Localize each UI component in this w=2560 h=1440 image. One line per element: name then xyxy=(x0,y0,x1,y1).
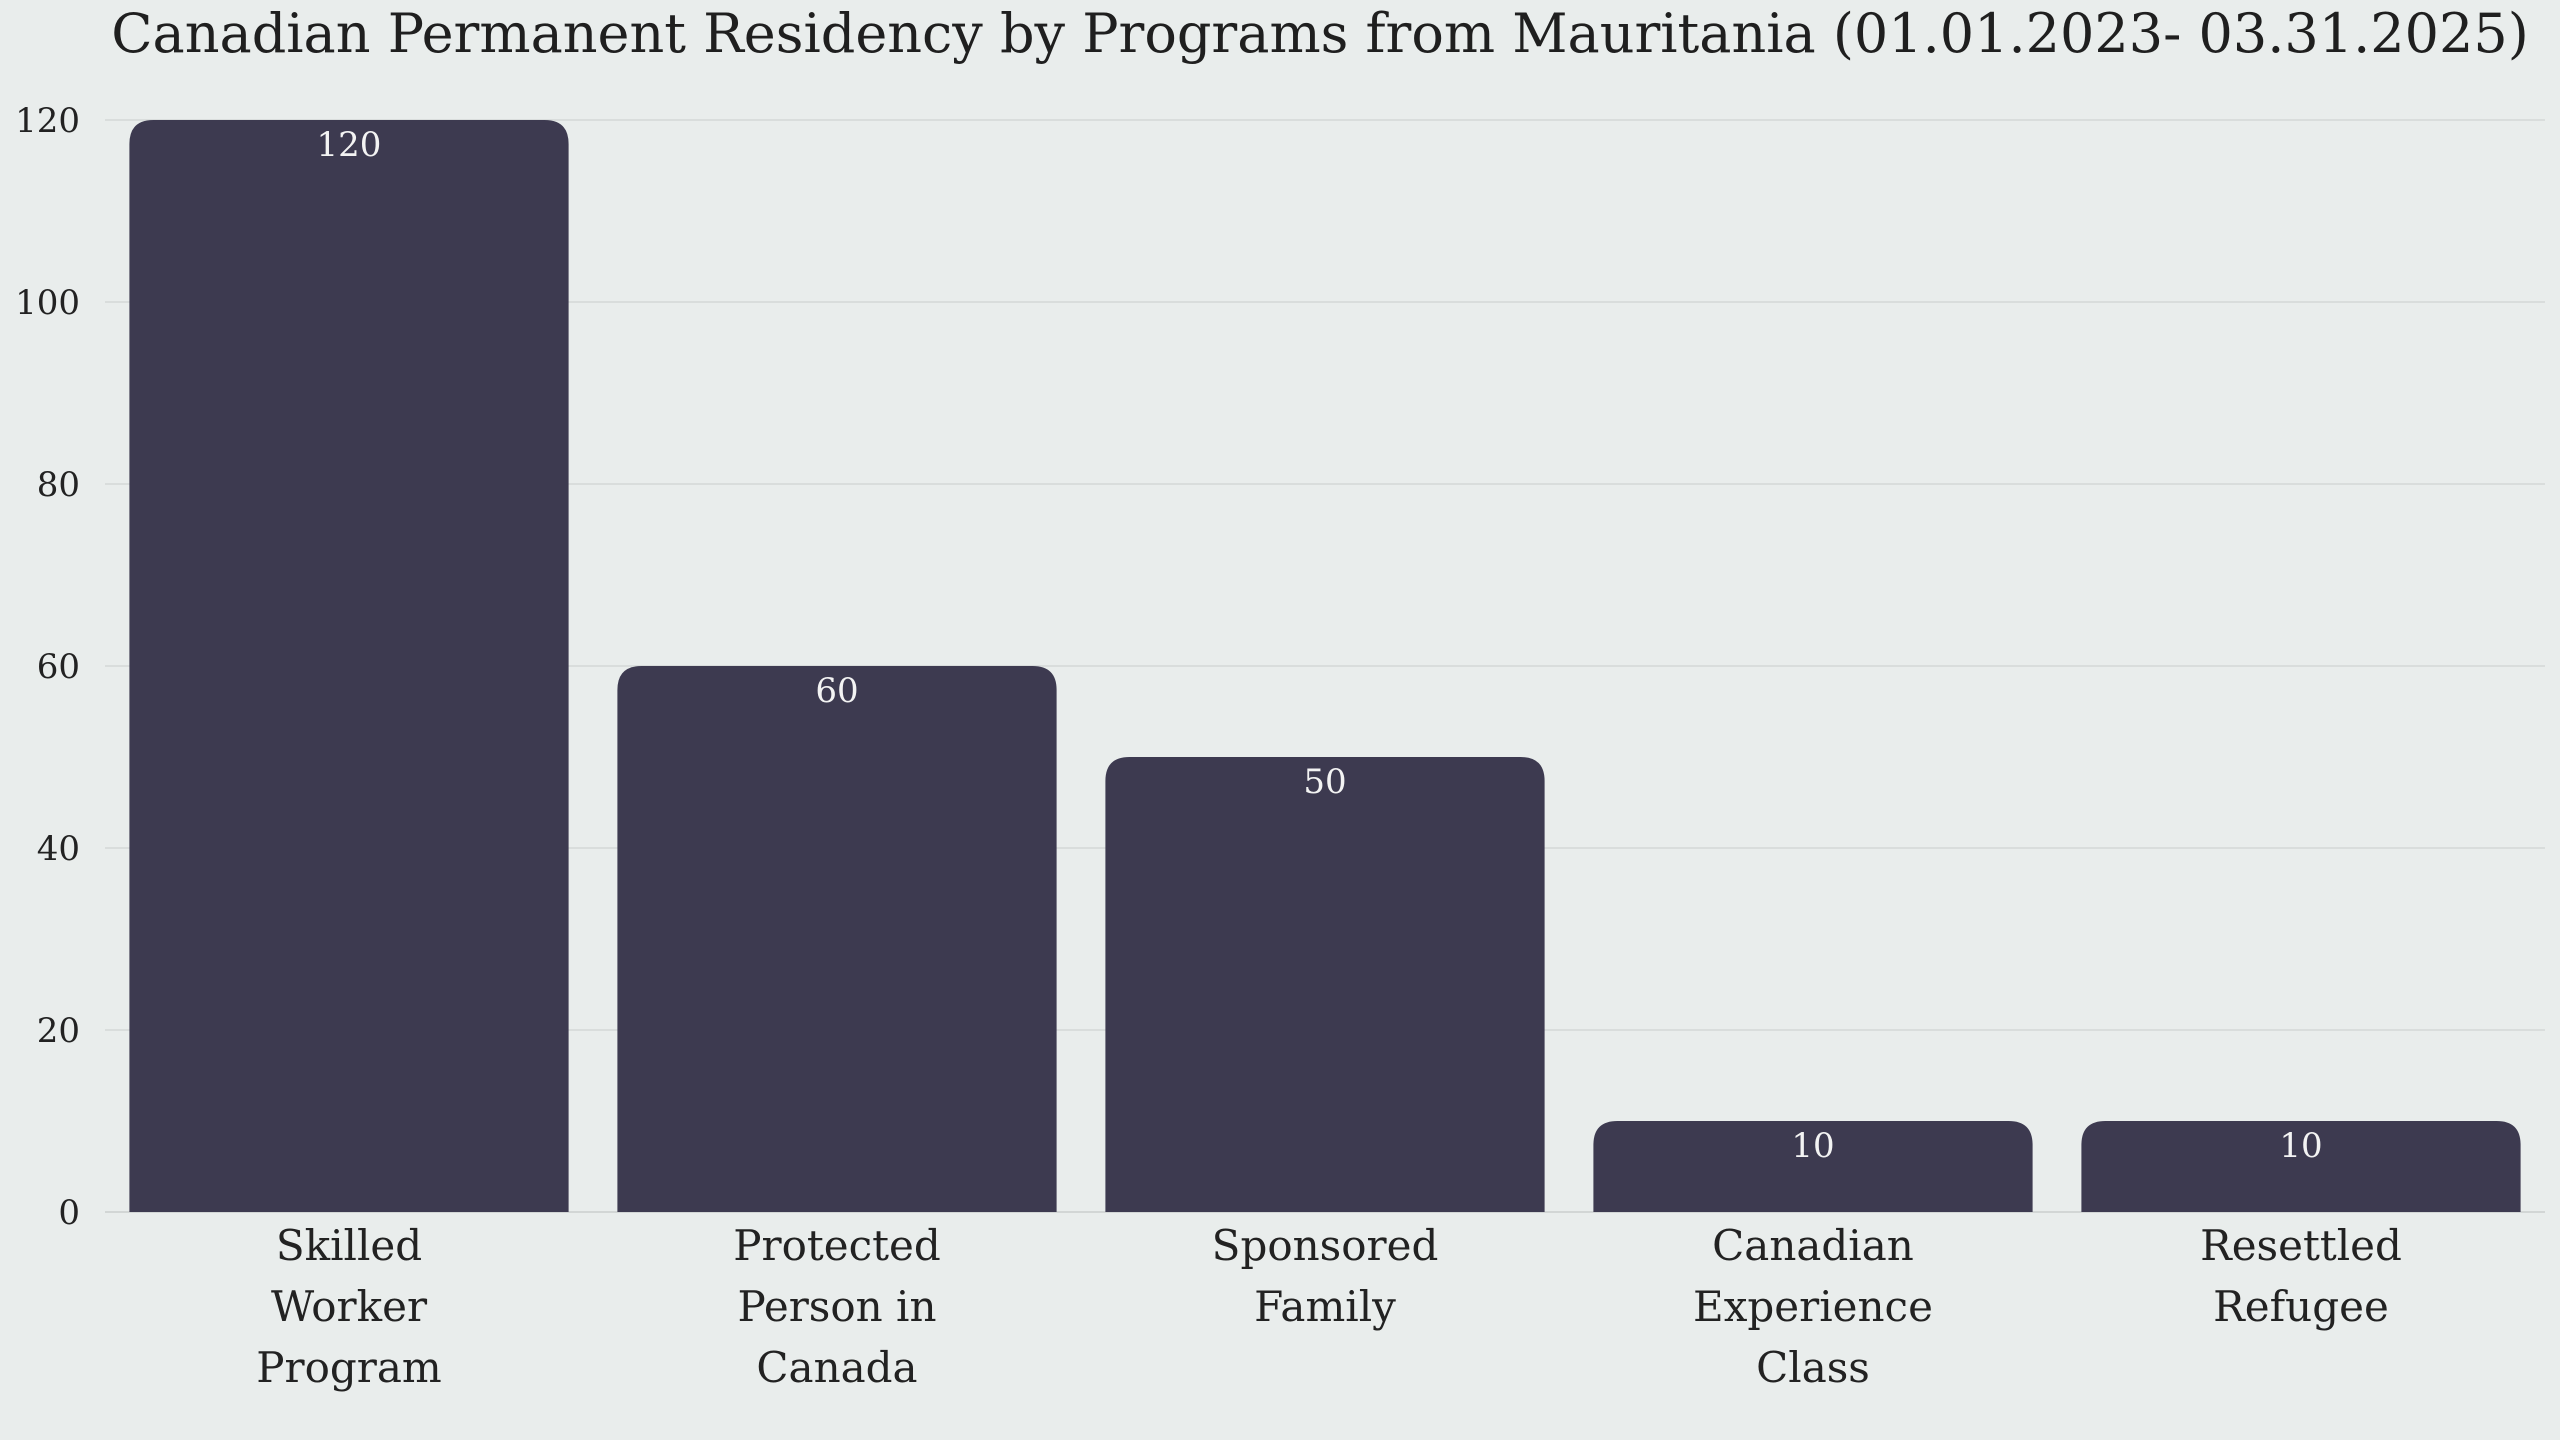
x-tick-label-line: Worker xyxy=(271,1282,428,1331)
x-tick-label: Canadian Experience Class xyxy=(1693,1221,1933,1392)
x-tick-label-line: Experience xyxy=(1693,1282,1933,1331)
y-tick-label: 20 xyxy=(37,1011,80,1051)
x-tick-label-line: Family xyxy=(1254,1282,1396,1331)
bar xyxy=(617,666,1057,1212)
x-tick-label: Protected Person in Canada xyxy=(733,1221,941,1392)
bar xyxy=(1593,1121,2033,1212)
data-label: 60 xyxy=(815,671,858,711)
x-tick-label: Resettled Refugee xyxy=(2200,1221,2402,1331)
data-labels: 120 60 50 10 10 xyxy=(317,125,2323,1166)
data-label: 10 xyxy=(1791,1126,1834,1166)
y-tick-label: 100 xyxy=(15,283,80,323)
chart-title: Canadian Permanent Residency by Programs… xyxy=(111,2,2529,65)
x-tick-label-line: Program xyxy=(256,1343,441,1392)
data-label: 50 xyxy=(1303,762,1346,802)
bar xyxy=(129,120,569,1212)
y-tick-label: 80 xyxy=(37,465,80,505)
y-tick-label: 0 xyxy=(58,1193,80,1233)
x-tick-label-line: Canadian xyxy=(1712,1221,1914,1270)
bar xyxy=(2081,1121,2521,1212)
y-tick-label: 40 xyxy=(37,829,80,869)
x-tick-label-line: Sponsored xyxy=(1212,1221,1439,1270)
data-label: 120 xyxy=(317,125,382,165)
x-tick-label-line: Person in xyxy=(737,1282,936,1331)
x-tick-label-line: Canada xyxy=(756,1343,917,1392)
x-tick-label: Skilled Worker Program xyxy=(256,1221,441,1392)
x-tick-label-line: Resettled xyxy=(2200,1221,2402,1270)
x-tick-label-line: Skilled xyxy=(276,1221,422,1270)
x-tick-label-line: Class xyxy=(1756,1343,1870,1392)
x-axis: Skilled Worker Program Protected Person in Ca… xyxy=(256,1221,2402,1392)
x-tick-label: Sponsored Family xyxy=(1212,1221,1439,1331)
y-axis: 0 20 40 60 80 100 120 xyxy=(15,101,80,1233)
x-tick-label-line: Refugee xyxy=(2213,1282,2389,1331)
y-tick-label: 120 xyxy=(15,101,80,141)
x-tick-label-line: Protected xyxy=(733,1221,941,1270)
bar xyxy=(1105,757,1545,1212)
bars xyxy=(129,120,2521,1212)
y-tick-label: 60 xyxy=(37,647,80,687)
data-label: 10 xyxy=(2279,1126,2322,1166)
